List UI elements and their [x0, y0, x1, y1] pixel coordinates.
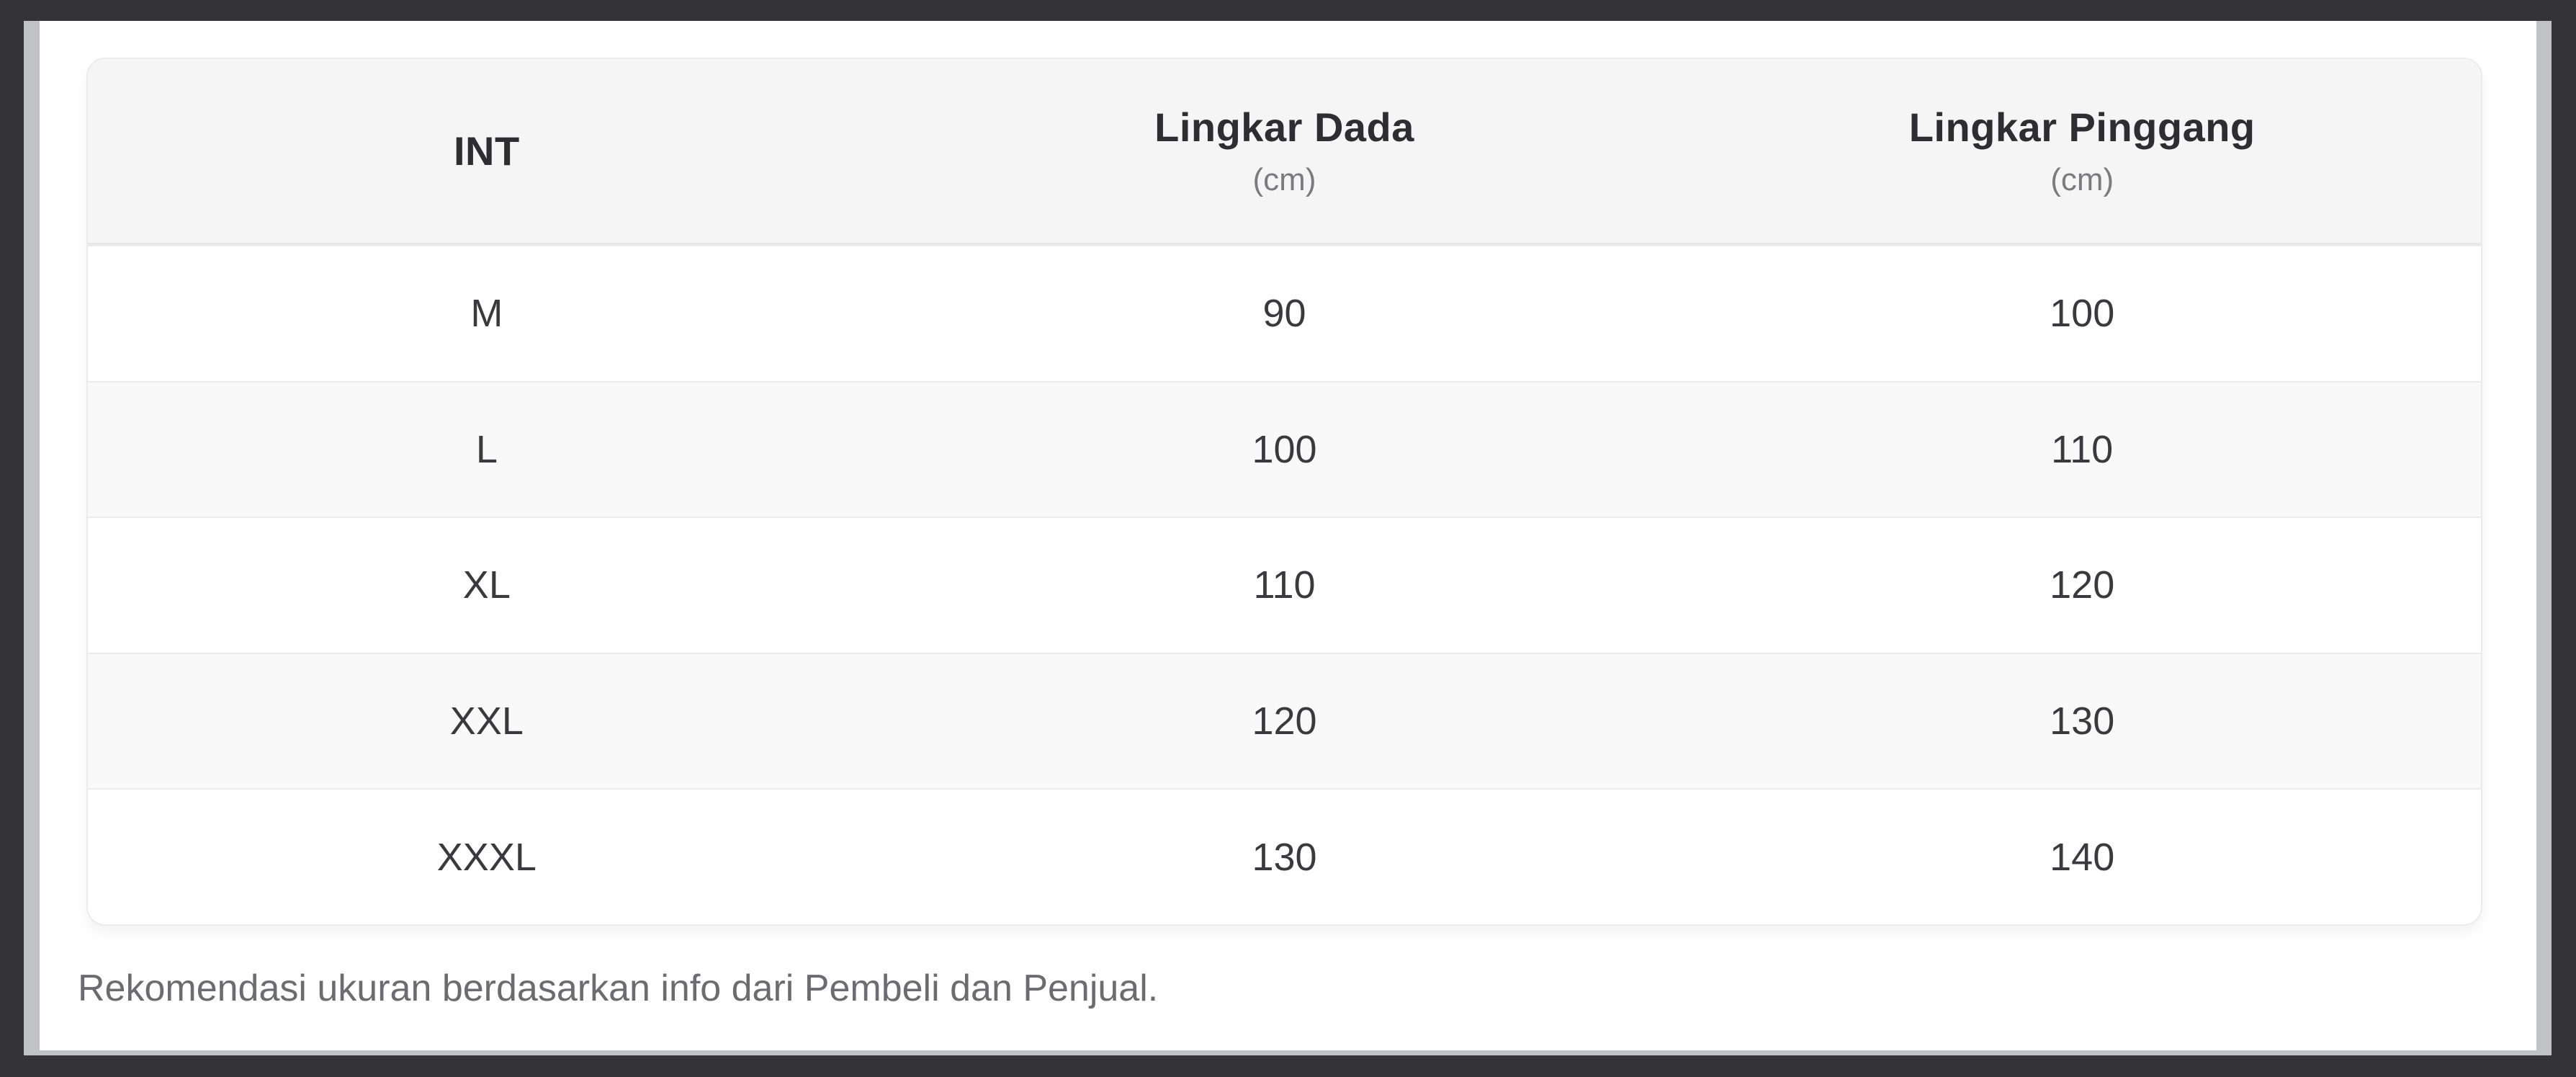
size-cell: L [475, 427, 498, 471]
size-chart-table: INT Lingkar Dada (cm) Lingkar Pinggang (… [86, 58, 2482, 926]
table-row-xxxl: XXXL 130 140 [88, 788, 2481, 924]
column-header-int: INT [88, 59, 886, 243]
waist-cell: 100 [2050, 292, 2115, 336]
column-label: INT [453, 128, 520, 174]
waist-cell: 130 [2050, 700, 2115, 743]
size-chart-header-row: INT Lingkar Dada (cm) Lingkar Pinggang (… [88, 59, 2481, 245]
column-header-lingkar-dada: Lingkar Dada (cm) [886, 59, 1684, 243]
table-row-xxl: XXL 120 130 [88, 652, 2481, 789]
waist-cell: 120 [2050, 563, 2115, 607]
size-cell: XXL [449, 700, 524, 743]
size-cell: M [470, 292, 503, 336]
chest-cell: 100 [1252, 427, 1317, 471]
column-unit: (cm) [1252, 162, 1316, 197]
size-guide-panel: INT Lingkar Dada (cm) Lingkar Pinggang (… [24, 21, 2552, 1055]
size-cell: XXXL [436, 835, 537, 879]
chest-cell: 130 [1252, 835, 1317, 879]
column-label: Lingkar Dada [1154, 104, 1414, 150]
size-cell: XL [462, 563, 511, 607]
table-row-l: L 100 110 [88, 380, 2481, 517]
chest-cell: 90 [1262, 292, 1306, 336]
chest-cell: 120 [1252, 700, 1317, 743]
waist-cell: 110 [2051, 427, 2114, 471]
table-row-m: M 90 100 [88, 245, 2481, 381]
column-label: Lingkar Pinggang [1908, 104, 2256, 150]
chest-cell: 110 [1253, 563, 1316, 607]
size-guide-content: INT Lingkar Dada (cm) Lingkar Pinggang (… [40, 21, 2536, 1050]
table-row-xl: XL 110 120 [88, 517, 2481, 653]
waist-cell: 140 [2050, 835, 2115, 879]
column-header-lingkar-pinggang: Lingkar Pinggang (cm) [1683, 59, 2481, 243]
size-recommendation-note: Rekomendasi ukuran berdasarkan info dari… [78, 967, 1159, 1009]
column-unit: (cm) [2050, 162, 2114, 197]
